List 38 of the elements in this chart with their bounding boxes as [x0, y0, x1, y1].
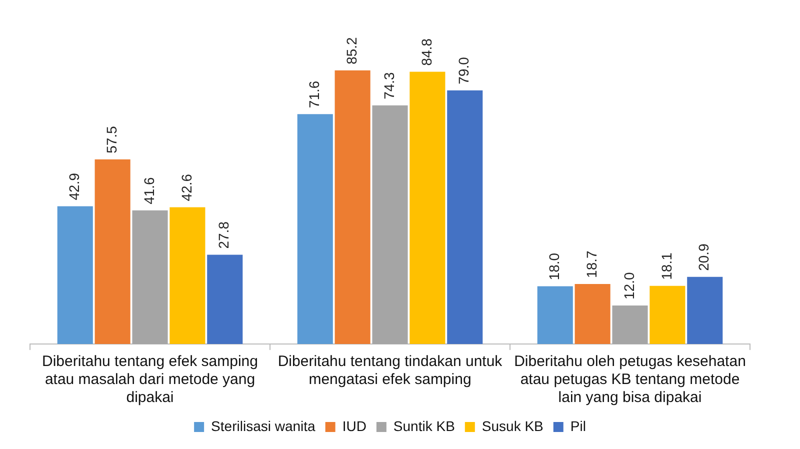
bar — [372, 105, 408, 344]
x-tick-label: Diberitahu tentang tindakan untuk mengatasi efek samping — [278, 353, 503, 388]
bar — [537, 286, 573, 344]
bar — [297, 114, 333, 344]
data-label: 57.5 — [103, 126, 120, 154]
x-tick-label: Diberitahu tentang efek samping atau masalah dari metode yang dipakai — [42, 353, 258, 406]
bar — [170, 207, 206, 344]
data-label: 42.6 — [178, 174, 194, 202]
legend-label: Pil — [570, 418, 586, 434]
legend-label: Suntik KB — [393, 418, 455, 434]
data-label: 20.9 — [696, 243, 712, 271]
bar — [687, 276, 723, 344]
bar — [334, 70, 370, 344]
bar — [207, 254, 243, 344]
bar — [132, 210, 168, 344]
data-label: 41.6 — [140, 176, 157, 204]
data-label: 74.3 — [380, 72, 397, 100]
data-label: 18.0 — [546, 252, 562, 280]
data-label: 79.0 — [456, 56, 472, 84]
data-label: 12.0 — [620, 272, 637, 300]
data-label: 42.9 — [66, 172, 82, 200]
bar — [612, 305, 648, 344]
bar — [94, 159, 130, 344]
legend-label: IUD — [342, 418, 366, 434]
data-label: 18.1 — [658, 252, 674, 280]
data-label: 27.8 — [216, 221, 232, 249]
legend-label: Susuk KB — [482, 418, 544, 434]
bar — [57, 206, 93, 344]
data-label: 85.2 — [343, 36, 360, 64]
bar — [574, 284, 610, 344]
x-tick-label: Diberitahu oleh petugas kesehatan atau petugas KB tentang metode lain yang bisa dipakai — [514, 353, 746, 406]
bar — [447, 90, 483, 344]
bar — [410, 72, 446, 344]
bar — [650, 286, 686, 344]
data-label: 71.6 — [306, 80, 322, 108]
legend-label: Sterilisasi wanita — [211, 418, 316, 434]
data-label: 18.7 — [583, 250, 600, 278]
data-label: 84.8 — [418, 38, 434, 66]
